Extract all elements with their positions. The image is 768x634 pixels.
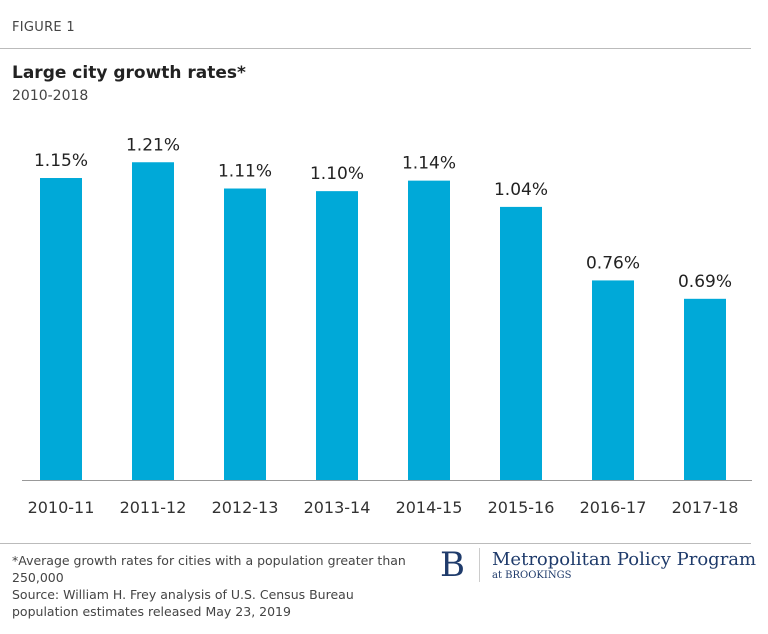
x-tick-label: 2016-17 bbox=[580, 498, 647, 517]
bar-chart: 1.15% 2010-11 1.21% 2011-12 1.11% 2012-13 1.10… bbox=[22, 135, 752, 517]
logo-separator bbox=[479, 548, 480, 582]
x-tick-label: 2014-15 bbox=[396, 498, 463, 517]
data-label: 0.76% bbox=[586, 253, 640, 273]
bar-2017-18 bbox=[684, 298, 726, 480]
data-label: 1.21% bbox=[126, 135, 180, 155]
x-tick-label: 2015-16 bbox=[488, 498, 555, 517]
footer-divider bbox=[0, 543, 751, 544]
data-label: 1.11% bbox=[218, 162, 272, 182]
data-label: 1.15% bbox=[34, 151, 88, 171]
logo-letter: B bbox=[440, 545, 465, 585]
data-label: 0.69% bbox=[678, 272, 732, 292]
top-divider bbox=[0, 48, 751, 49]
data-label: 1.04% bbox=[494, 180, 548, 200]
bar-2015-16 bbox=[500, 206, 542, 480]
bar-2010-11 bbox=[40, 178, 82, 480]
brookings-logo: B Metropolitan Policy Program at BROOKIN… bbox=[440, 548, 756, 582]
figure-label: FIGURE 1 bbox=[12, 20, 75, 35]
footnote: *Average growth rates for cities with a … bbox=[12, 553, 406, 585]
data-label: 1.10% bbox=[310, 164, 364, 184]
bar-2011-12 bbox=[132, 162, 174, 480]
chart-notes: *Average growth rates for cities with a … bbox=[12, 552, 412, 620]
x-tick-label: 2011-12 bbox=[120, 498, 187, 517]
chart-subtitle: 2010-2018 bbox=[12, 88, 89, 104]
x-tick-label: 2013-14 bbox=[304, 498, 371, 517]
x-tick-label: 2010-11 bbox=[28, 498, 95, 517]
bar-2016-17 bbox=[592, 280, 634, 480]
x-tick-label: 2017-18 bbox=[672, 498, 739, 517]
logo-subtitle: at BROOKINGS bbox=[492, 570, 572, 581]
logo-name: Metropolitan Policy Program bbox=[492, 549, 757, 570]
data-label: 1.14% bbox=[402, 154, 456, 174]
x-tick-label: 2012-13 bbox=[212, 498, 279, 517]
source-note: Source: William H. Frey analysis of U.S.… bbox=[12, 587, 354, 619]
bar-2013-14 bbox=[316, 191, 358, 480]
bar-2012-13 bbox=[224, 188, 266, 481]
bar-2014-15 bbox=[408, 180, 450, 481]
chart-title: Large city growth rates* bbox=[12, 63, 246, 83]
